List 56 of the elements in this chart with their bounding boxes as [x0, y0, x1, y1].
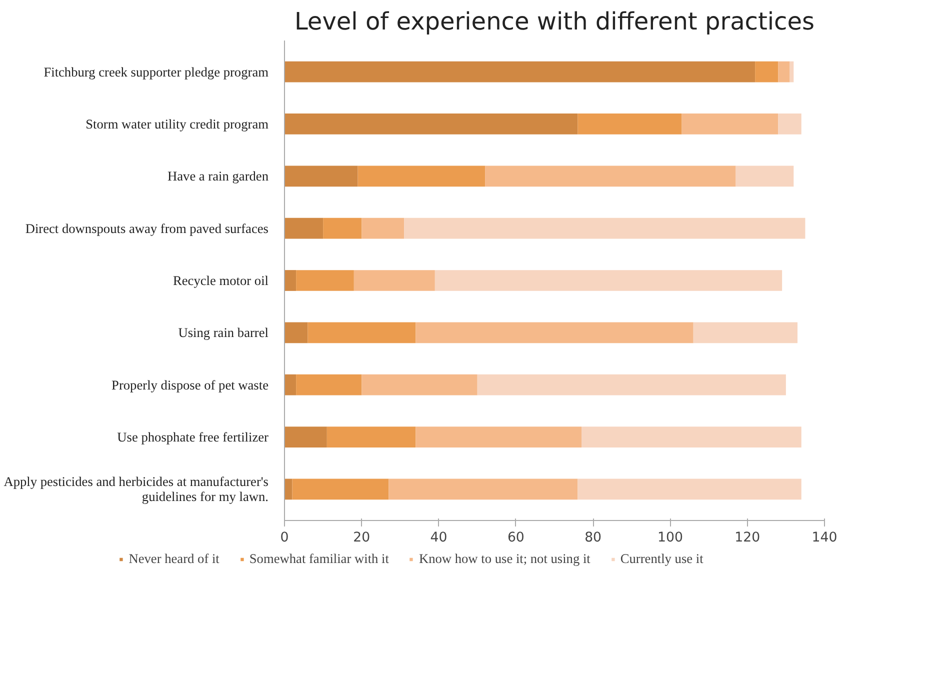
y-tick-label: Use phosphate free fertilizer: [117, 430, 270, 445]
bar: [578, 114, 682, 134]
bar: [354, 270, 435, 291]
bar: [284, 426, 327, 448]
bar: [358, 166, 486, 187]
bar: [362, 218, 404, 239]
y-tick-label: Storm water utility credit program: [86, 116, 270, 132]
x-tick-label: 60: [507, 530, 524, 546]
x-tick-label: 20: [353, 530, 370, 546]
legend-label: Never heard of it: [128, 551, 220, 567]
chart-title: Level of experience with different practices: [294, 8, 815, 36]
bar: [362, 374, 478, 396]
legend-label: Currently use it: [620, 551, 704, 567]
bar: [296, 270, 354, 291]
y-tick-label: Using rain barrel: [178, 325, 269, 340]
y-tick-label: Properly dispose of pet waste: [112, 377, 269, 392]
x-tick-label: 100: [657, 530, 683, 546]
bar: [326, 426, 416, 448]
bar: [284, 270, 296, 291]
x-tick-label: 80: [584, 530, 602, 546]
bar: [416, 322, 694, 344]
y-tick-label: Fitchburg creek supporter pledge program: [44, 64, 270, 80]
bar: [434, 270, 782, 291]
bar: [296, 374, 362, 396]
legend-label: Somewhat familiar with it: [249, 551, 389, 567]
bar: [682, 114, 778, 134]
bar: [284, 218, 324, 239]
bar: [284, 61, 756, 82]
y-tick-label: Direct downspouts away from paved surfaces: [25, 220, 269, 236]
bar: [308, 322, 416, 344]
bar: [578, 478, 802, 500]
bar: [388, 478, 578, 500]
y-tick-label: Have a rain garden: [167, 168, 269, 184]
bar: [778, 114, 802, 134]
bar: [755, 61, 778, 82]
bar: [404, 218, 806, 239]
x-tick-label: 140: [812, 530, 838, 546]
bar: [284, 322, 308, 344]
x-tick-label: 120: [734, 530, 760, 546]
x-tick-label: 0: [280, 530, 289, 546]
bar: [284, 166, 358, 187]
bar: [778, 61, 790, 82]
bar: [416, 426, 582, 448]
legend-label: Know how to use it; not using it: [418, 551, 590, 567]
y-tick-label: Recycle motor oil: [173, 273, 269, 288]
bar: [323, 218, 362, 239]
bar: [284, 374, 296, 396]
bar: [477, 374, 786, 396]
bar: [736, 166, 794, 187]
x-tick-label: 40: [430, 530, 448, 546]
bar: [292, 478, 389, 500]
y-tick-label: Apply pesticides and herbicides at manufacturer's guidelines for my lawn.: [4, 474, 269, 504]
bar: [284, 114, 578, 134]
bar: [693, 322, 798, 344]
bar: [582, 426, 802, 448]
bar: [485, 166, 736, 187]
